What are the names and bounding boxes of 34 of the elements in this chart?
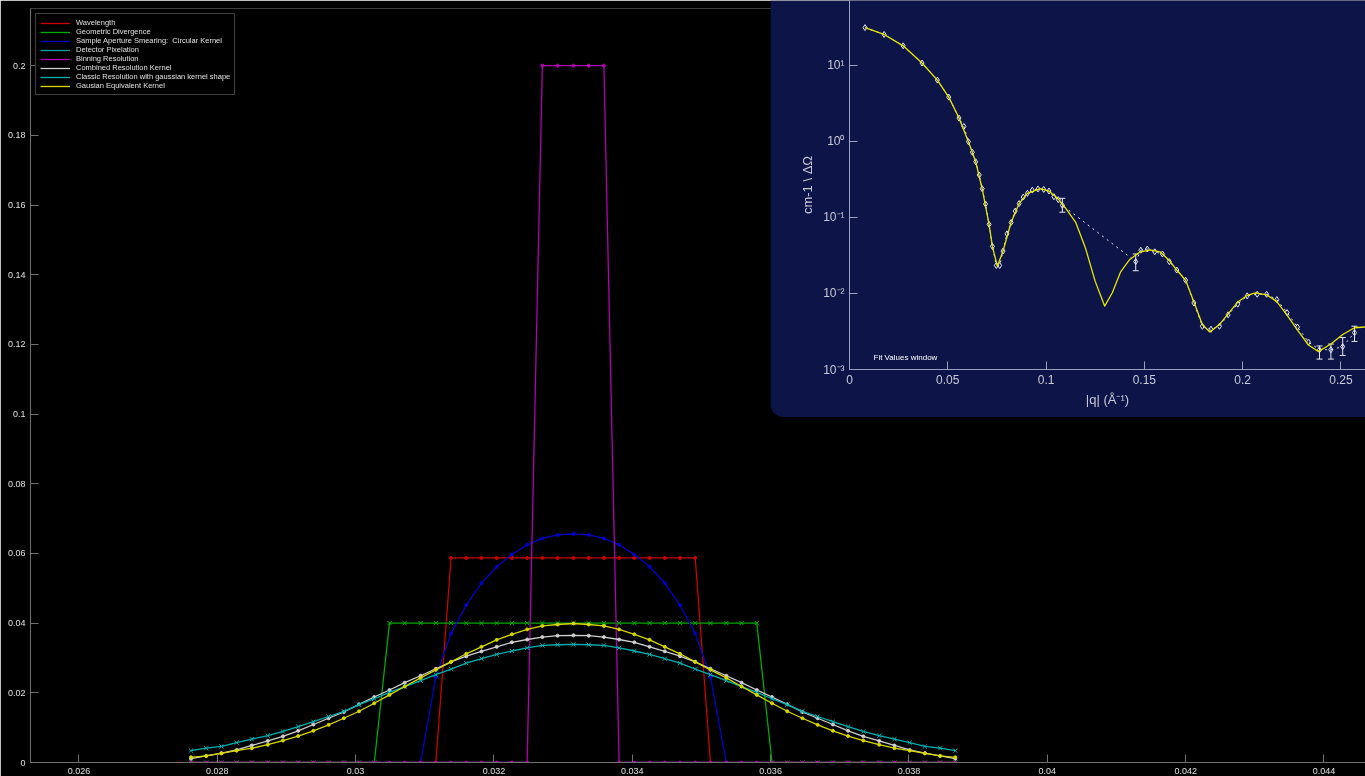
x-tick-label: 0.038 [897,765,921,776]
y-tick-label: 10⁻³ [823,362,845,377]
annotation: Fit Values window [873,352,938,362]
x-tick-label: 0.05 [936,372,960,387]
x-tick-label: 0.026 [67,765,91,776]
x-tick-label: 0.036 [759,765,782,776]
y-axis-title: cm-1 \ ΔΩ [800,155,816,215]
y-tick-label: 10⁻¹ [823,210,845,225]
x-tick-label: 0.028 [206,765,229,776]
x-tick-label: 0.2 [1234,372,1252,387]
y-tick-label: 0.08 [7,478,26,489]
x-tick-label: 0.042 [1174,765,1197,776]
y-tick-label: 10⁰ [827,134,845,149]
x-tick-label: 0.04 [1038,765,1057,776]
x-tick-label: 0.1 [1037,372,1055,387]
x-tick-label: 0.034 [621,765,644,776]
y-tick-label: 10¹ [827,58,845,73]
x-tick-label: 0.03 [346,765,365,776]
y-tick-label: 0.06 [7,548,26,559]
y-tick-label: 0.1 [12,409,26,420]
y-tick-label: 0.12 [7,339,26,350]
y-tick-label: 0.18 [7,130,26,141]
y-tick-label: 0.2 [12,60,26,71]
y-tick-label: 0.02 [7,687,26,698]
y-tick-label: 0.16 [7,200,26,211]
y-tick-label: 10⁻² [823,286,845,301]
x-tick-label: 0.25 [1329,372,1353,387]
x-tick-label: 0.044 [1312,765,1336,776]
x-axis-title: |q| (Å⁻¹) [1085,391,1130,407]
y-tick-label: 0 [20,757,26,768]
x-tick-label: 0.15 [1132,372,1157,387]
x-tick-label: 0.032 [482,765,506,776]
y-tick-label: 0.14 [7,269,26,280]
y-tick-label: 0.04 [7,618,26,629]
